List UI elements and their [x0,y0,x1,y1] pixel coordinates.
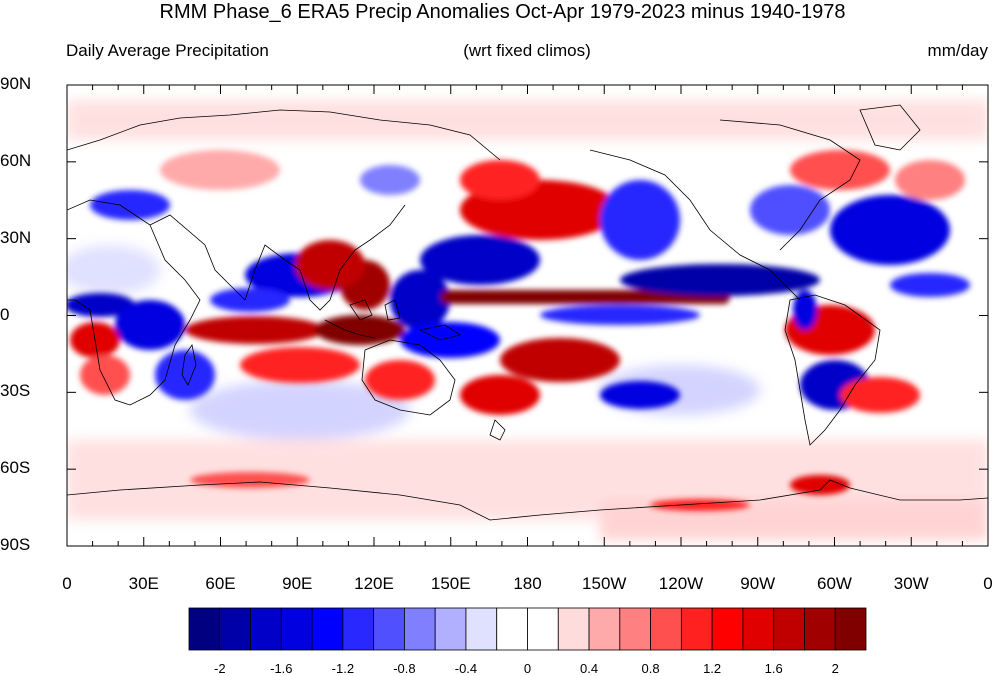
lon-label: 0 [62,574,72,593]
coastlines [67,104,988,521]
colorbar-swatch [219,607,251,651]
colorbar-swatch [465,607,498,651]
colorbar-label: 0 [523,661,532,676]
lat-label: 90N [0,74,32,93]
lon-label: 60E [205,574,236,593]
lon-label: 60W [817,574,852,593]
colorbar-label: 1.6 [764,661,783,676]
colorbar-swatch [557,607,590,651]
lon-label: 90W [740,574,776,593]
lat-label: 90S [0,535,31,554]
lat-label: 30S [0,381,31,401]
colorbar-swatch [588,607,621,651]
lon-label: 180 [513,574,542,593]
subtitle-left: Daily Average Precipitation [66,41,269,60]
colorbar-swatch [680,607,713,651]
lon-label: 90E [282,574,313,593]
lon-label: 120E [354,574,394,593]
colorbar-swatch [434,607,467,651]
colorbar-swatch [280,607,313,651]
lat-label: 0 [0,304,10,324]
colorbar-swatch [773,607,805,651]
colorbar-swatch [188,607,221,651]
colorbar-swatch [342,607,375,651]
colorbar-swatch [496,607,528,651]
colorbar-label: -0.8 [393,661,416,676]
colorbar-label: 0.4 [579,661,599,676]
lon-label: 120W [658,574,704,593]
subtitle-center: (wrt fixed climos) [463,41,591,60]
colorbar-swatch [742,607,775,651]
lat-label: 60S [0,458,31,478]
lon-label: 0 [983,574,993,593]
colorbar-swatch [804,607,836,651]
lat-label: 30N [0,227,32,247]
colorbar-swatch [711,607,744,651]
lon-label: 150W [582,574,627,593]
colorbar-label: -1.2 [331,661,355,676]
chart-title: RMM Phase_6 ERA5 Precip Anomalies Oct-Ap… [159,1,846,23]
colorbar-swatch [311,607,344,651]
colorbar-swatch [527,607,559,651]
colorbar-swatch [834,607,867,651]
colorbar-label: 1.2 [703,661,722,676]
units-label: mm/day [927,41,988,60]
colorbar-label: -0.4 [454,661,478,676]
colorbar-label: -1.6 [270,661,293,676]
colorbar-swatch [404,607,436,651]
colorbar-swatch [650,607,682,651]
colorbar-label: -2 [213,661,226,676]
lat-label: 60N [0,150,32,170]
colorbar-label: 0.8 [641,661,660,676]
axis-ticks [66,84,989,547]
colorbar-swatch [250,607,282,651]
lon-label: 150E [430,574,471,593]
colorbar [188,607,867,651]
colorbar-swatch [619,607,651,651]
precip-anomaly-field [67,100,988,540]
lon-label: 30E [128,574,159,593]
lon-label: 30W [893,574,929,593]
colorbar-swatch [373,607,405,651]
colorbar-label: 2 [831,661,839,676]
